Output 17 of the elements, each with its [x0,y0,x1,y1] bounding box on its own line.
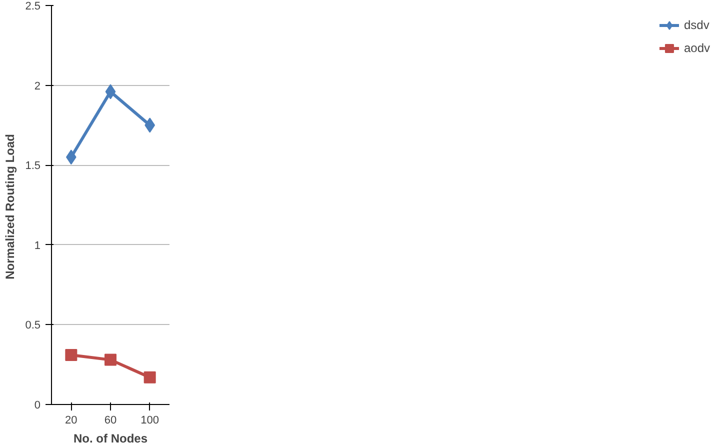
y-tick-label: 1.5 [25,160,41,172]
y-axis-title: Normalized Routing Load [3,134,18,280]
point [104,354,116,366]
x-axis-title: No. of Nodes [74,432,148,446]
y-tick-label: 1 [34,240,41,252]
x-tick-label: 60 [104,414,117,426]
x-tick-label: 100 [140,414,160,426]
x-tick-label: 20 [65,414,78,426]
y-tick-label: 2.5 [25,0,41,12]
point [65,349,78,362]
legend-label: aodv [684,41,710,55]
point [144,371,156,384]
y-tick-label: 2 [34,80,41,92]
point [105,84,116,100]
y-tick-label: 0 [34,400,41,412]
y-tick-label: 0.5 [25,320,41,332]
legend-label: dsdv [684,18,710,32]
